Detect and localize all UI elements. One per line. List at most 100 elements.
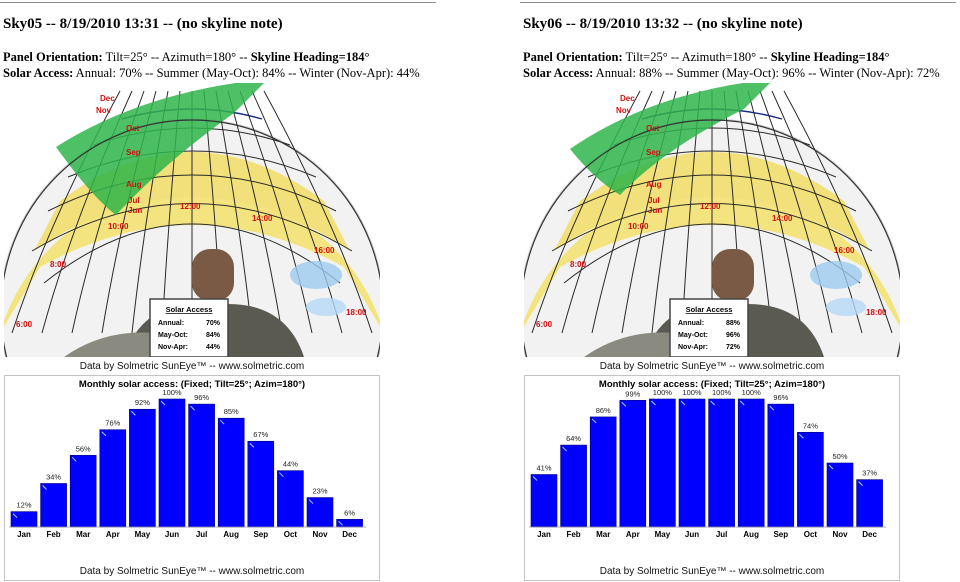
bar-highlight (160, 400, 166, 406)
inset-row-value: 72% (726, 344, 741, 351)
category-label: Jun (165, 530, 179, 539)
bar-feb (560, 444, 587, 528)
hour-line (747, 90, 803, 334)
bar-highlight (308, 499, 314, 504)
orientation-text: Tilt=25° -- Azimuth=180° -- (622, 50, 771, 64)
category-label: Feb (46, 530, 60, 539)
hour-label: 10:00 (108, 222, 129, 231)
inset-row-label: Nov-Apr: (678, 344, 708, 351)
month-label: Aug (126, 180, 142, 189)
bar-value-label: 12% (16, 501, 31, 510)
panel-orientation-line: Panel Orientation: Tilt=25° -- Azimuth=1… (3, 50, 369, 65)
access-label: Solar Access: (3, 66, 74, 80)
cloud (306, 298, 346, 316)
report-title: Sky05 -- 8/19/2010 13:31 -- (no skyline … (3, 16, 283, 32)
bar-highlight (131, 410, 136, 416)
sky-footer: Data by Solmetric SunEye™ -- www.solmetr… (600, 361, 825, 372)
orientation-text: Tilt=25° -- Azimuth=180° -- (102, 50, 251, 64)
cloud (810, 261, 862, 289)
hour-line (783, 90, 893, 334)
bar-highlight (799, 433, 804, 439)
bar-highlight (769, 405, 775, 411)
report-sky05: Sky05 -- 8/19/2010 13:31 -- (no skyline … (0, 0, 440, 582)
month-label: Jul (648, 196, 660, 205)
access-text: Annual: 70% -- Summer (May-Oct): 84% -- … (73, 66, 420, 80)
bar-highlight (338, 520, 343, 526)
bar-mar (69, 455, 97, 528)
bar-nov (826, 462, 854, 528)
hour-line (227, 90, 283, 334)
bar-value-label: 96% (194, 393, 209, 402)
category-label: Jan (17, 530, 31, 539)
bar-sep (247, 440, 275, 528)
bar-highlight (532, 476, 538, 481)
category-label: Aug (743, 530, 759, 539)
bar-highlight (710, 400, 715, 406)
bar-highlight (591, 418, 597, 424)
month-label: Sep (646, 148, 661, 157)
inset-row-value: 96% (726, 332, 741, 339)
hour-label: 14:00 (772, 214, 793, 223)
hour-label: 6:00 (16, 320, 33, 329)
category-label: Oct (804, 530, 818, 539)
category-label: Mar (596, 530, 610, 539)
person-head (712, 249, 754, 301)
sky-footer: Data by Solmetric SunEye™ -- www.solmetr… (80, 361, 305, 372)
bar-value-label: 6% (344, 508, 355, 517)
bar-value-label: 34% (46, 472, 61, 481)
category-label: Jun (685, 530, 699, 539)
bar-value-label: 92% (135, 398, 150, 407)
month-label: Jul (128, 196, 140, 205)
monthly-bar-chart: Monthly solar access: (Fixed; Tilt=25°; … (524, 375, 900, 581)
solar-access-inset: Solar Access Annual: 88% May-Oct: 96% Nov-Apr… (669, 298, 749, 357)
bar-highlight (12, 513, 18, 518)
bar-jan (530, 474, 558, 528)
month-label: Sep (126, 148, 141, 157)
bar-value-label: 64% (566, 434, 581, 443)
access-label: Solar Access: (523, 66, 594, 80)
inset-box (149, 298, 229, 357)
report-sky06: Sky06 -- 8/19/2010 13:32 -- (no skyline … (520, 0, 960, 582)
bar-oct (797, 431, 824, 528)
bar-value-label: 76% (105, 419, 120, 428)
inset-row-value: 88% (726, 320, 741, 327)
bar-value-label: 23% (312, 487, 327, 496)
bar-value-label: 50% (832, 452, 847, 461)
solar-access-line: Solar Access: Annual: 70% -- Summer (May… (3, 66, 420, 81)
bar-jan (10, 511, 38, 528)
orientation-label: Panel Orientation: (3, 50, 103, 64)
hour-label: 16:00 (314, 246, 335, 255)
bar-value-label: 56% (76, 444, 91, 453)
orientation-label: Panel Orientation: (523, 50, 623, 64)
hour-label: 14:00 (252, 214, 273, 223)
category-label: Sep (773, 530, 788, 539)
bar-highlight (71, 456, 77, 462)
foreground (584, 332, 674, 357)
bar-value-label: 96% (773, 393, 788, 402)
sun-path-band (524, 189, 900, 327)
skyline-heading: Skyline Heading=184° (250, 50, 370, 64)
bar-apr (99, 429, 127, 528)
bar-value-label: 100% (162, 388, 182, 397)
bar-apr (619, 399, 647, 528)
category-label: Jan (537, 530, 551, 539)
cloud (290, 261, 342, 289)
month-label: Nov (96, 106, 112, 115)
category-label: Aug (223, 530, 239, 539)
bar-value-label: 44% (283, 460, 298, 469)
bar-value-label: 100% (653, 388, 673, 397)
inset-row-label: Annual: (678, 320, 704, 327)
bar-jul (188, 403, 215, 528)
sun-path-band (4, 189, 380, 327)
month-label: Jun (128, 206, 142, 215)
category-label: Nov (832, 530, 848, 539)
hour-label: 12:00 (180, 202, 201, 211)
bar-aug (217, 417, 245, 528)
hour-label: 8:00 (50, 260, 67, 269)
bar-highlight (562, 446, 567, 452)
bar-highlight (651, 400, 656, 406)
